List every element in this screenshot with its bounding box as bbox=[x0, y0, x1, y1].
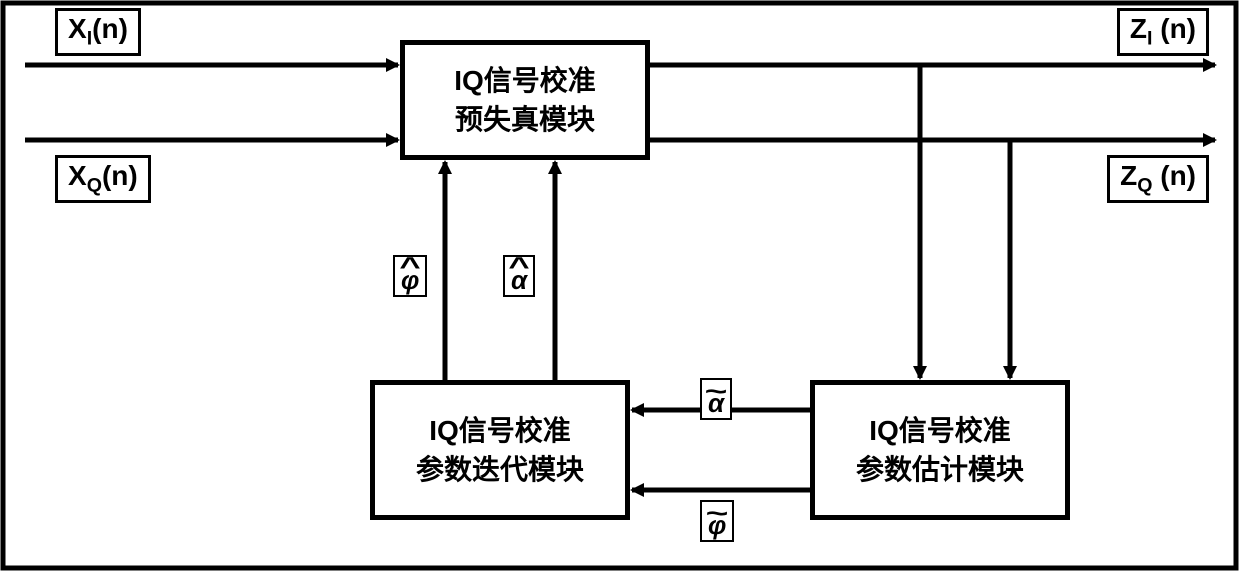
phi-tilde-label: φ bbox=[700, 500, 734, 542]
phi-hat-label: φ bbox=[393, 255, 427, 297]
output-zi-label: ZI (n) bbox=[1117, 8, 1209, 56]
alpha-hat-label: α bbox=[503, 255, 535, 297]
input-xq-label: XQ(n) bbox=[55, 155, 151, 203]
iteration-block: IQ信号校准 参数迭代模块 bbox=[370, 380, 630, 520]
estimation-line1: IQ信号校准 bbox=[869, 411, 1011, 450]
iteration-line2: 参数迭代模块 bbox=[416, 450, 584, 489]
estimation-line2: 参数估计模块 bbox=[856, 450, 1024, 489]
predistortion-line1: IQ信号校准 bbox=[454, 61, 596, 100]
iteration-line1: IQ信号校准 bbox=[429, 411, 571, 450]
estimation-block: IQ信号校准 参数估计模块 bbox=[810, 380, 1070, 520]
output-zq-label: ZQ (n) bbox=[1107, 155, 1209, 203]
alpha-tilde-label: α bbox=[700, 378, 732, 420]
predistortion-line2: 预失真模块 bbox=[455, 100, 595, 139]
predistortion-block: IQ信号校准 预失真模块 bbox=[400, 40, 650, 160]
input-xi-label: XI(n) bbox=[55, 8, 141, 56]
